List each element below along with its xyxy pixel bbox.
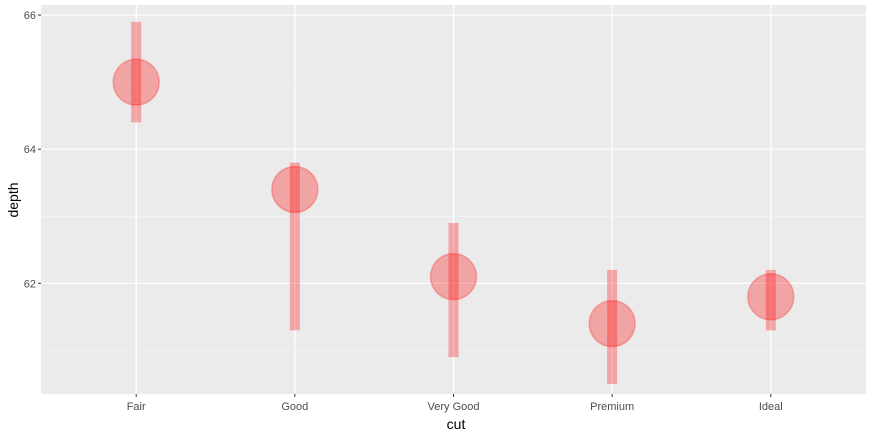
grid xyxy=(41,5,866,394)
x-tick-label: Premium xyxy=(590,401,634,413)
y-tick-label: 66 xyxy=(24,10,36,22)
range-bar xyxy=(607,269,618,384)
y-tick-label: 62 xyxy=(24,278,36,290)
error-bars xyxy=(131,21,776,384)
points xyxy=(112,58,795,348)
x-tick-label: Very Good xyxy=(428,401,480,413)
x-tick-label: Ideal xyxy=(759,401,783,413)
x-tick-label: Good xyxy=(281,401,308,413)
range-bar xyxy=(765,269,776,331)
axes: 62 64 66 Fair Good Very Good Premium Ideal xyxy=(24,10,783,413)
y-axis-title: depth xyxy=(5,182,21,217)
data-point xyxy=(747,273,795,321)
range-bar xyxy=(448,222,459,358)
data-point xyxy=(271,165,319,214)
data-point xyxy=(429,252,478,301)
range-bar xyxy=(131,21,142,123)
range-bar xyxy=(289,162,300,331)
x-tick-label: Fair xyxy=(127,401,146,413)
x-axis-title: cut xyxy=(447,416,466,432)
data-point xyxy=(112,58,160,106)
y-tick-label: 64 xyxy=(24,144,36,156)
data-point xyxy=(588,299,636,348)
